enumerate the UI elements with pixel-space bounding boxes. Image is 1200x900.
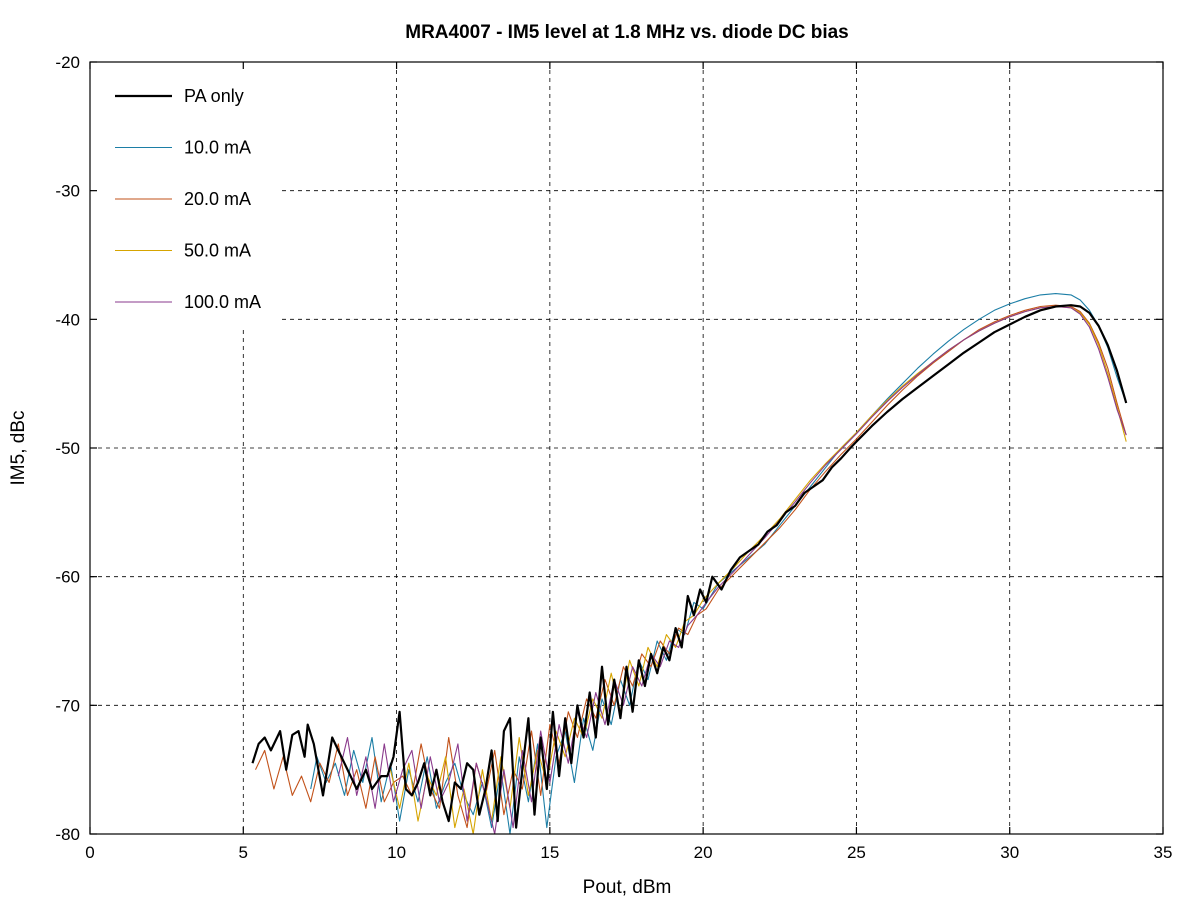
y-tick-label: -50: [55, 439, 80, 458]
legend-label: 100.0 mA: [184, 292, 261, 312]
series-line-3: [389, 305, 1127, 834]
grid: [90, 62, 1163, 834]
series-line-4: [337, 305, 1127, 834]
chart-title: MRA4007 - IM5 level at 1.8 MHz vs. diode…: [405, 22, 848, 43]
series-layer: [251, 293, 1128, 834]
x-tick-label: 10: [387, 843, 406, 862]
legend: PA only 10.0 mA 20.0 mA 50.0 mA 100.0 mA: [115, 86, 261, 312]
x-tick-label: 35: [1154, 843, 1173, 862]
y-tick-label: -20: [55, 53, 80, 72]
legend-label: 50.0 mA: [184, 241, 251, 261]
x-tick-label: 15: [540, 843, 559, 862]
y-tick-label: -70: [55, 696, 80, 715]
y-tick-label: -60: [55, 568, 80, 587]
legend-label: 20.0 mA: [184, 189, 251, 209]
series-line-1: [310, 293, 1127, 834]
x-tick-label: 25: [847, 843, 866, 862]
x-axis-label: Pout, dBm: [583, 877, 672, 898]
y-tick-label: -30: [55, 182, 80, 201]
y-axis-label: IM5, dBc: [8, 411, 29, 486]
y-tick-label: -40: [55, 310, 80, 329]
y-tick-label: -80: [55, 825, 80, 844]
x-tick-label: 5: [239, 843, 248, 862]
legend-label: PA only: [184, 86, 244, 106]
x-tick-label: 0: [85, 843, 94, 862]
legend-label: 10.0 mA: [184, 138, 251, 158]
x-tick-label: 30: [1000, 843, 1019, 862]
ticks: 0 5 10 15 20 25 30 35 -20 -30 -40 -50 -60 -70 -80: [55, 53, 1172, 862]
x-tick-label: 20: [694, 843, 713, 862]
series-line-0: [251, 304, 1128, 829]
series-line-2: [255, 304, 1127, 829]
